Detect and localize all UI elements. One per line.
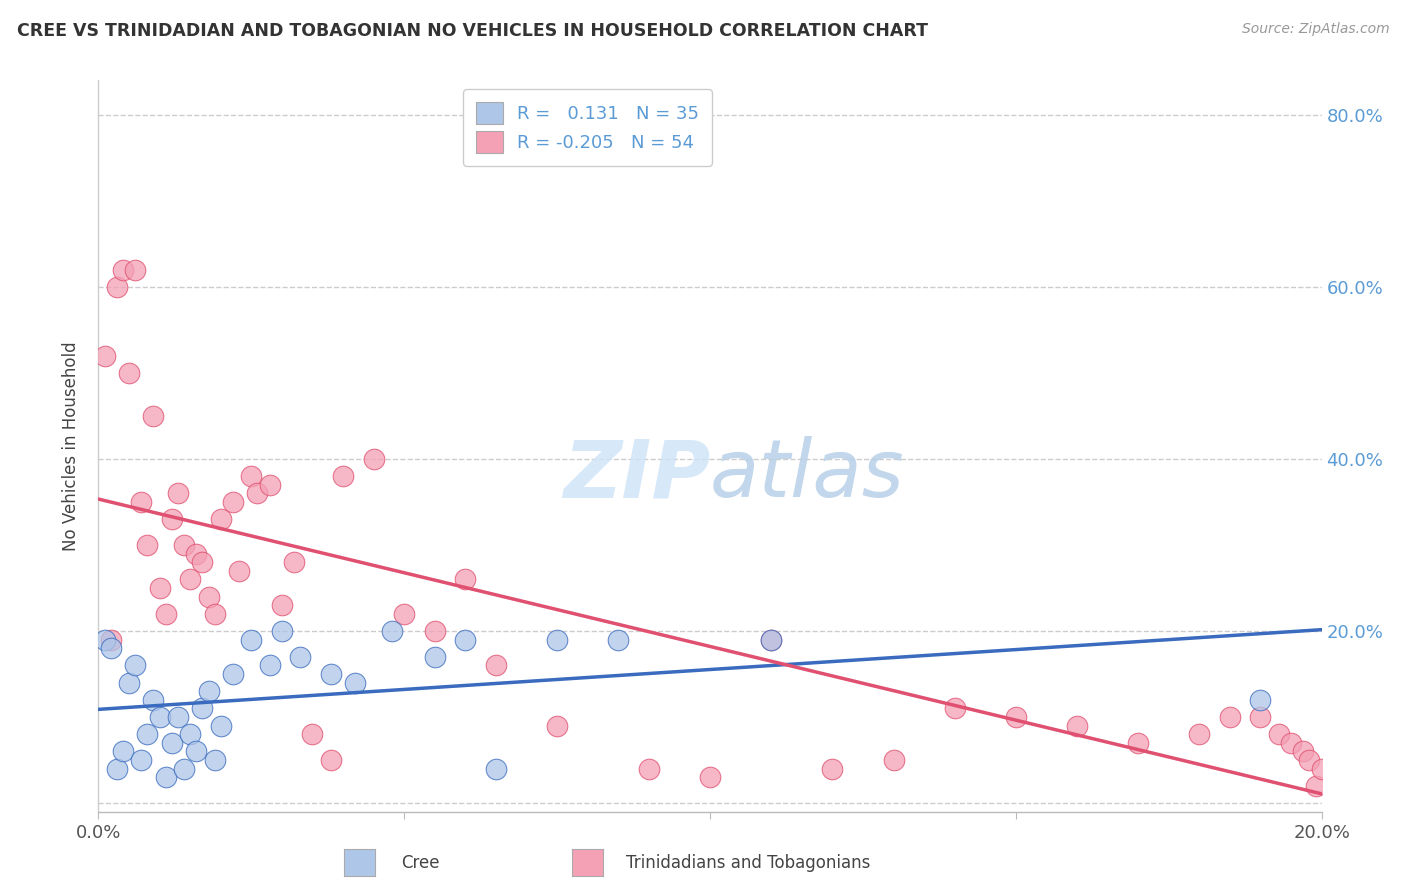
Point: [204, 607, 226, 621]
Point: [1305, 779, 1327, 793]
Point: [160, 736, 183, 750]
Point: [1004, 710, 1026, 724]
Point: [301, 727, 323, 741]
Point: [485, 658, 508, 673]
Point: [93, 349, 115, 363]
Point: [93, 632, 115, 647]
Point: [209, 512, 232, 526]
Point: [197, 590, 219, 604]
Point: [111, 744, 134, 758]
Point: [485, 762, 508, 776]
Point: [1219, 710, 1241, 724]
Point: [290, 649, 312, 664]
Text: Cree: Cree: [401, 855, 439, 872]
Point: [167, 486, 190, 500]
Point: [179, 573, 201, 587]
Point: [1310, 762, 1333, 776]
Point: [1292, 744, 1315, 758]
Legend: R =   0.131   N = 35, R = -0.205   N = 54: R = 0.131 N = 35, R = -0.205 N = 54: [464, 89, 711, 166]
Point: [423, 624, 446, 638]
Point: [129, 495, 152, 509]
Point: [136, 727, 159, 741]
Point: [222, 495, 245, 509]
Point: [228, 564, 250, 578]
Point: [1298, 753, 1320, 767]
Point: [222, 667, 245, 681]
Point: [1249, 693, 1271, 707]
Point: [149, 581, 172, 595]
Point: [1279, 736, 1302, 750]
Point: [142, 409, 165, 423]
Point: [191, 555, 214, 569]
Point: [167, 710, 190, 724]
Point: [204, 753, 226, 767]
Point: [100, 632, 122, 647]
Y-axis label: No Vehicles in Household: No Vehicles in Household: [62, 341, 80, 551]
Point: [118, 366, 141, 380]
Point: [759, 632, 782, 647]
Point: [1249, 710, 1271, 724]
Point: [607, 632, 630, 647]
Point: [270, 624, 292, 638]
Point: [111, 262, 134, 277]
Point: [546, 632, 568, 647]
Point: [319, 667, 342, 681]
Point: [1268, 727, 1291, 741]
Point: [191, 701, 214, 715]
Point: [344, 675, 367, 690]
Point: [1128, 736, 1150, 750]
Point: [129, 753, 152, 767]
Point: [759, 632, 782, 647]
Point: [270, 598, 292, 612]
Point: [142, 693, 165, 707]
Point: [124, 262, 146, 277]
Text: atlas: atlas: [710, 436, 905, 515]
Point: [105, 280, 128, 294]
Point: [155, 770, 177, 784]
Point: [155, 607, 177, 621]
Point: [100, 641, 122, 656]
Point: [943, 701, 966, 715]
Point: [332, 469, 354, 483]
Point: [118, 675, 141, 690]
Point: [246, 486, 269, 500]
Point: [883, 753, 905, 767]
Point: [259, 658, 281, 673]
Point: [454, 632, 477, 647]
Text: CREE VS TRINIDADIAN AND TOBAGONIAN NO VEHICLES IN HOUSEHOLD CORRELATION CHART: CREE VS TRINIDADIAN AND TOBAGONIAN NO VE…: [17, 22, 928, 40]
Point: [392, 607, 416, 621]
Point: [240, 469, 263, 483]
Point: [124, 658, 146, 673]
Point: [105, 762, 128, 776]
Point: [699, 770, 721, 784]
Point: [259, 477, 281, 491]
Point: [1188, 727, 1211, 741]
Point: [186, 744, 208, 758]
Point: [136, 538, 159, 552]
Text: Source: ZipAtlas.com: Source: ZipAtlas.com: [1241, 22, 1389, 37]
Point: [423, 649, 446, 664]
Point: [179, 727, 201, 741]
Point: [1066, 719, 1088, 733]
Point: [209, 719, 232, 733]
Point: [319, 753, 342, 767]
Point: [240, 632, 263, 647]
Point: [381, 624, 404, 638]
Point: [173, 538, 195, 552]
Point: [173, 762, 195, 776]
Point: [637, 762, 661, 776]
Point: [546, 719, 568, 733]
Point: [197, 684, 219, 698]
Point: [363, 451, 385, 466]
Point: [149, 710, 172, 724]
Point: [160, 512, 183, 526]
Point: [186, 547, 208, 561]
Point: [454, 573, 477, 587]
Point: [821, 762, 844, 776]
Point: [283, 555, 305, 569]
Text: Trinidadians and Tobagonians: Trinidadians and Tobagonians: [626, 855, 870, 872]
Text: ZIP: ZIP: [562, 436, 710, 515]
